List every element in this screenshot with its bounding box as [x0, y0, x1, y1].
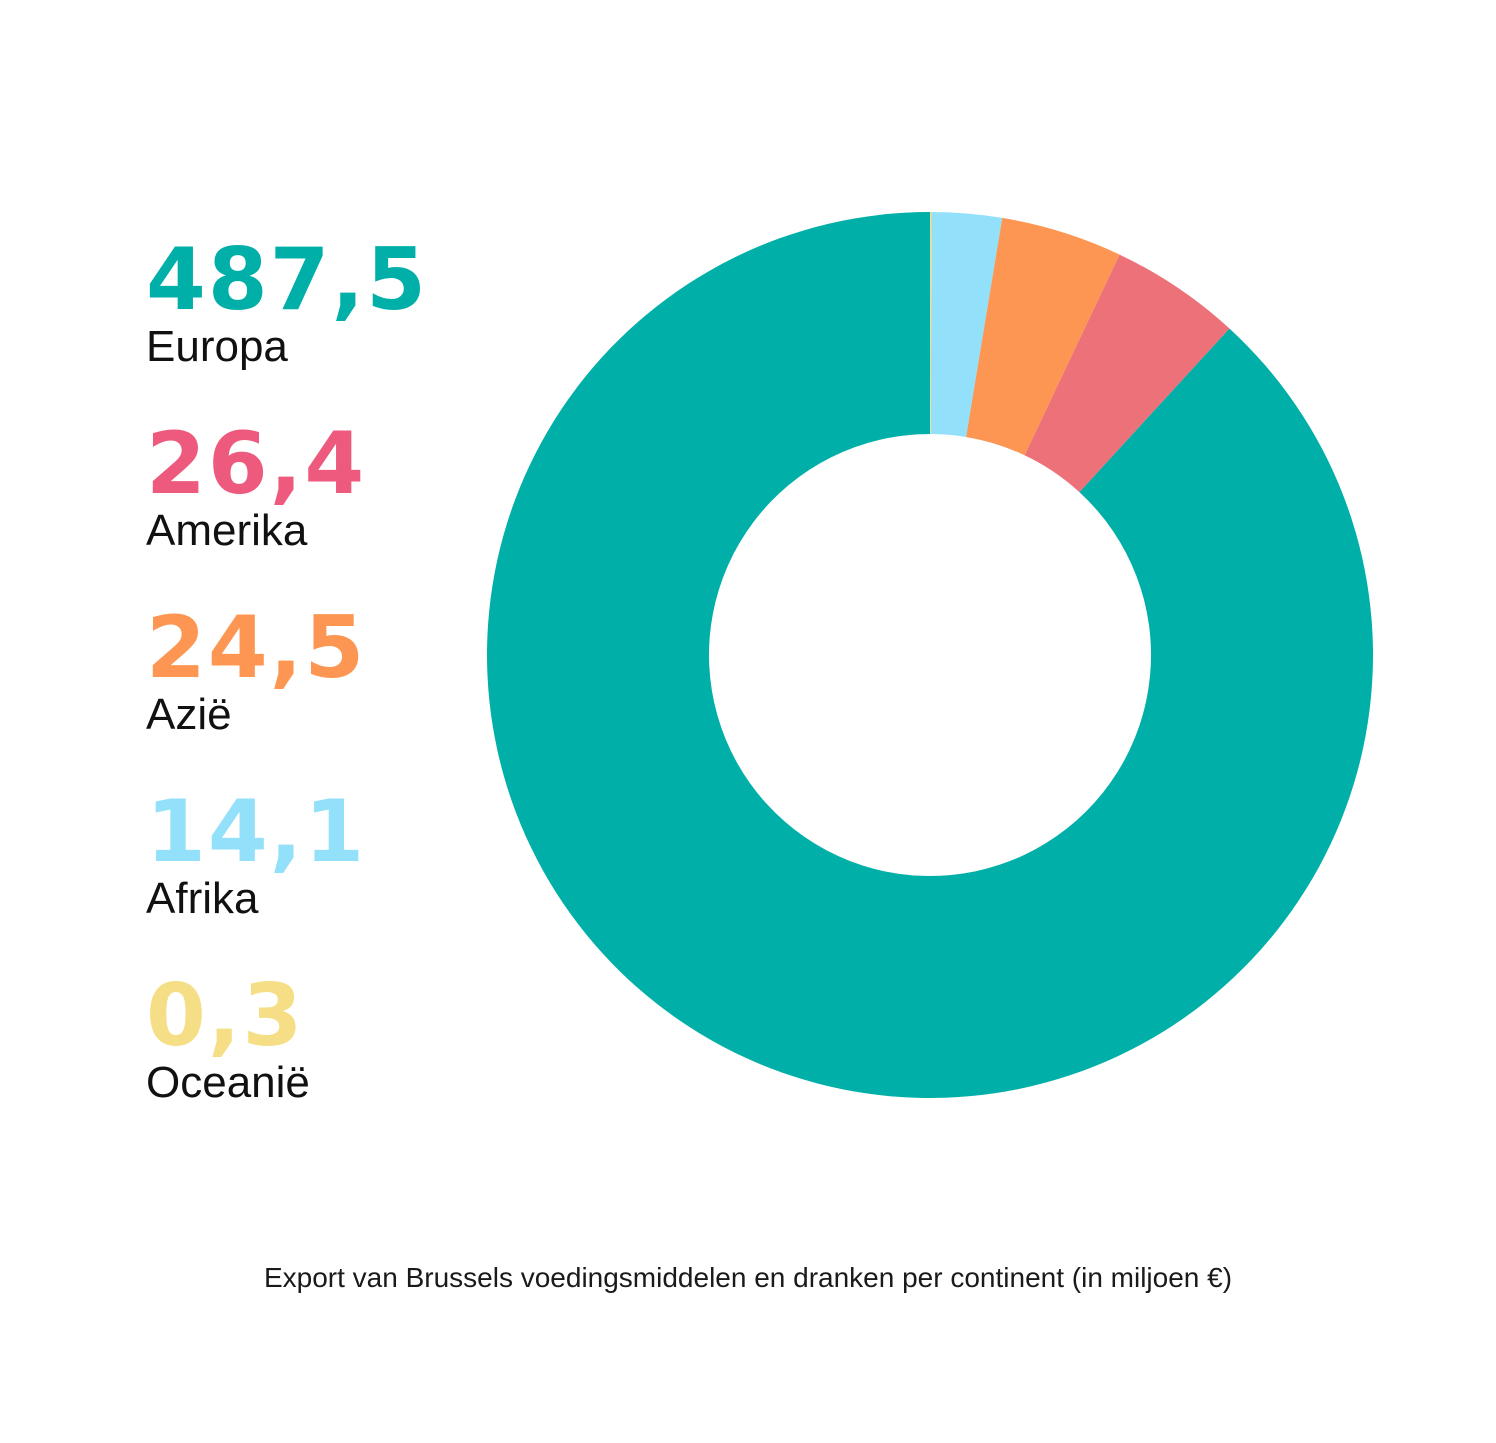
legend-label-afrika: Afrika	[146, 874, 259, 923]
legend-value-afrika: 14,1	[146, 782, 367, 882]
donut-slice-azie	[966, 217, 1120, 456]
legend-entry-azie: 24,5 Azië	[146, 600, 476, 740]
legend-entry-afrika: 14,1 Afrika	[146, 784, 476, 924]
legend-label-azie: Azië	[146, 690, 232, 739]
legend-entry-amerika: 26,4 Amerika	[146, 416, 476, 556]
donut-slice-amerika	[1024, 254, 1230, 493]
legend-entry-europa: 487,5 Europa	[146, 232, 476, 372]
legend-value-oceanie: 0,3	[146, 966, 305, 1066]
legend-value-azie: 24,5	[146, 598, 367, 698]
legend-value-europa: 487,5	[146, 230, 429, 330]
legend-value-amerika: 26,4	[146, 414, 367, 514]
chart-caption: Export van Brussels voedingsmiddelen en …	[263, 1262, 1233, 1293]
donut-slice-oceanie	[930, 211, 932, 434]
legend-label-europa: Europa	[146, 322, 288, 371]
donut-slice-europa	[486, 212, 1373, 1098]
legend-label-oceanie: Oceanië	[146, 1058, 310, 1107]
donut-slice-afrika	[930, 212, 1003, 437]
legend-label-amerika: Amerika	[146, 506, 308, 555]
legend-entry-oceanie: 0,3 Oceanië	[146, 968, 476, 1108]
donut-chart	[486, 211, 1373, 1098]
